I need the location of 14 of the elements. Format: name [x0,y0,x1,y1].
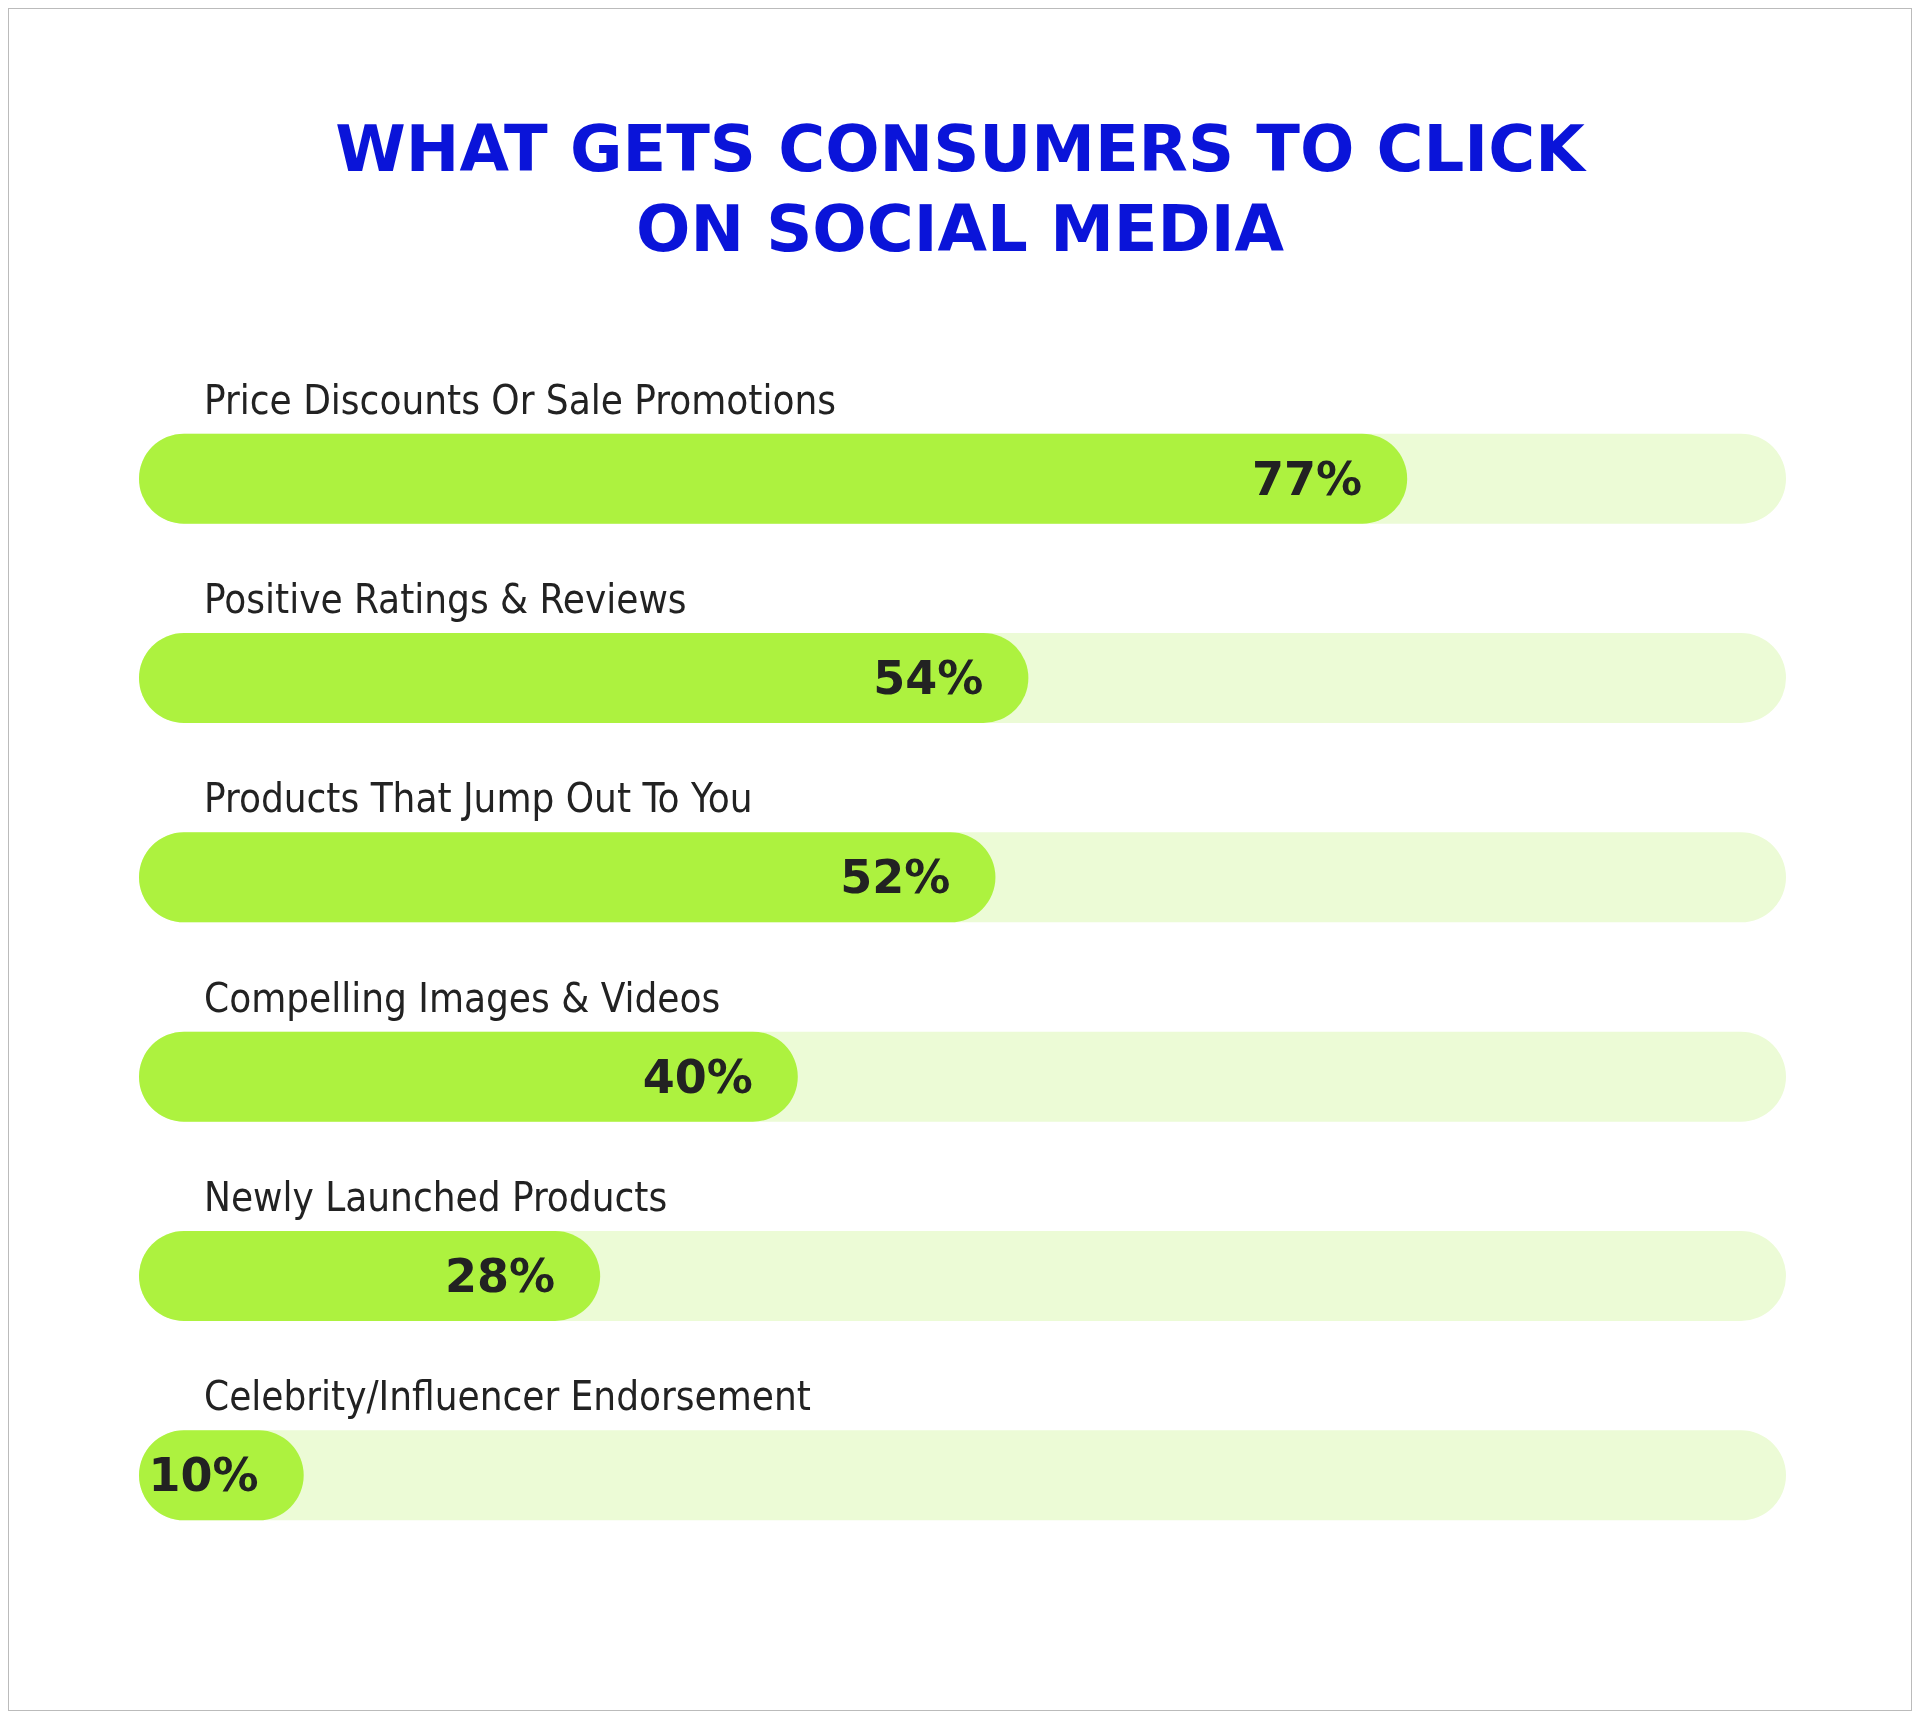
y-tick-label: Celebrity/Influencer Endorsement [204,1373,811,1420]
y-tick-label: Price Discounts Or Sale Promotions [204,376,836,423]
data-label: 52% [840,850,951,905]
y-tick-label: Positive Ratings & Reviews [204,576,687,622]
y-tick-label: Newly Launched Products [204,1174,668,1220]
chart-title: WHAT GETS CONSUMERS TO CLICK ON SOCIAL MEDIA [335,112,1588,266]
y-tick-label: Products That Jump Out To You [204,775,753,822]
data-label: 10% [148,1448,259,1503]
data-label: 54% [873,651,984,705]
data-label: 77% [1252,451,1363,506]
data-label: 28% [445,1249,556,1303]
data-label: 40% [642,1049,753,1104]
y-tick-label: Compelling Images & Videos [204,974,721,1021]
bar [139,1231,601,1321]
